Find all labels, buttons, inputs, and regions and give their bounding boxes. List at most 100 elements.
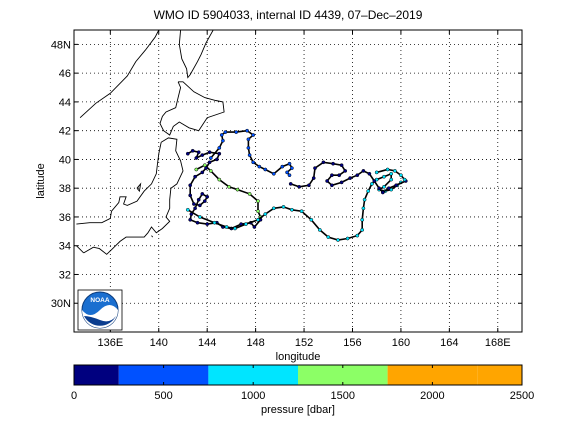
profile-point bbox=[337, 173, 342, 178]
profile-point bbox=[195, 220, 200, 225]
profile-point bbox=[263, 212, 268, 216]
profile-point bbox=[330, 173, 334, 178]
profile-point bbox=[207, 150, 212, 155]
profile-point bbox=[317, 228, 322, 232]
profile-point bbox=[386, 186, 391, 191]
x-axis-label: longitude bbox=[276, 351, 321, 363]
chart-title: WMO ID 5904033, internal ID 4439, 07–Dec… bbox=[153, 8, 423, 22]
profile-point bbox=[263, 167, 268, 172]
profile-point bbox=[196, 150, 201, 155]
coastline-segment bbox=[159, 81, 225, 136]
profile-point bbox=[212, 220, 217, 225]
profile-point bbox=[234, 130, 239, 134]
coastline bbox=[76, 30, 225, 255]
profile-point bbox=[193, 206, 197, 211]
profile-point bbox=[345, 236, 350, 241]
profile-point bbox=[217, 146, 222, 150]
profile-point bbox=[382, 174, 386, 179]
profile-point bbox=[198, 203, 202, 208]
profile-point bbox=[194, 167, 199, 172]
y-tick-label: 44 bbox=[59, 97, 71, 109]
x-tick-label: 156 bbox=[343, 337, 361, 349]
profile-point bbox=[185, 207, 190, 212]
profile-point bbox=[251, 160, 256, 165]
profile-point bbox=[245, 128, 249, 133]
profile-point bbox=[372, 179, 377, 183]
profile-point bbox=[288, 182, 293, 186]
y-tick-label: 32 bbox=[59, 269, 71, 281]
x-tick-label: 140 bbox=[150, 337, 168, 349]
coastline-segment bbox=[136, 182, 142, 193]
plot-area bbox=[74, 30, 522, 332]
profile-point bbox=[348, 176, 352, 180]
profile-point bbox=[367, 171, 372, 176]
profile-point bbox=[326, 235, 331, 239]
profile-point bbox=[257, 164, 262, 169]
profile-point bbox=[205, 222, 210, 226]
profile-point bbox=[287, 173, 292, 178]
colorbar-bin bbox=[118, 365, 209, 385]
profile-point bbox=[233, 226, 237, 231]
coastline-segment bbox=[83, 137, 184, 255]
profile-point bbox=[321, 160, 326, 165]
profile-point bbox=[389, 171, 394, 176]
profile-point bbox=[336, 238, 340, 242]
profile-point bbox=[202, 199, 207, 203]
profile-point bbox=[360, 217, 365, 222]
profile-point bbox=[330, 183, 334, 188]
profile-point bbox=[208, 156, 213, 160]
profile-point bbox=[198, 215, 202, 219]
colorbar-frame bbox=[73, 364, 523, 386]
profile-point bbox=[370, 182, 374, 186]
coastline-segment bbox=[76, 245, 85, 254]
profile-point bbox=[389, 177, 394, 182]
colorbar-tick-label: 1500 bbox=[331, 390, 355, 402]
trajectory-line bbox=[187, 172, 402, 241]
profile-point bbox=[244, 222, 248, 226]
x-tick-label: 152 bbox=[295, 337, 313, 349]
profile-point bbox=[385, 167, 390, 172]
profile-point bbox=[285, 170, 289, 175]
profile-point bbox=[271, 171, 276, 176]
y-tick-label: 36 bbox=[59, 212, 71, 224]
y-axis-label: latitude bbox=[35, 163, 47, 198]
profile-point bbox=[307, 183, 311, 188]
profile-point bbox=[382, 184, 386, 189]
profile-point bbox=[246, 137, 251, 142]
profile-point bbox=[188, 183, 193, 188]
profile-point bbox=[252, 225, 257, 229]
profile-point bbox=[377, 186, 381, 191]
profile-point bbox=[190, 148, 195, 153]
x-tick-label: 160 bbox=[392, 337, 410, 349]
profile-point bbox=[205, 194, 210, 199]
profile-point bbox=[393, 169, 397, 173]
profile-point bbox=[399, 173, 403, 178]
profile-point bbox=[281, 205, 286, 209]
profile-point bbox=[339, 163, 344, 168]
profile-point bbox=[204, 166, 208, 170]
profile-point bbox=[325, 179, 329, 183]
profile-point bbox=[217, 177, 222, 182]
plot-frame bbox=[73, 29, 523, 333]
profile-point bbox=[271, 206, 276, 211]
profile-point bbox=[380, 190, 385, 195]
profile-point bbox=[394, 183, 398, 188]
colorbar-tick-label: 2000 bbox=[420, 390, 444, 402]
profile-point bbox=[246, 146, 251, 150]
profile-point bbox=[221, 138, 225, 143]
profile-point bbox=[200, 170, 205, 175]
colorbar-bin bbox=[208, 365, 298, 385]
noaa-logo: NOAA bbox=[77, 289, 123, 331]
coastline-segment bbox=[76, 142, 162, 225]
profile-point bbox=[235, 187, 240, 192]
colorbar-bin bbox=[477, 365, 522, 385]
colorbar-tick-label: 1000 bbox=[241, 390, 265, 402]
x-tick-label: 144 bbox=[198, 337, 216, 349]
y-tick-label: 40 bbox=[59, 154, 71, 166]
profile-point bbox=[200, 153, 205, 157]
x-tick-label: 164 bbox=[440, 337, 458, 349]
profile-point bbox=[193, 174, 197, 179]
profile-point bbox=[207, 160, 212, 165]
profile-point bbox=[360, 228, 365, 232]
